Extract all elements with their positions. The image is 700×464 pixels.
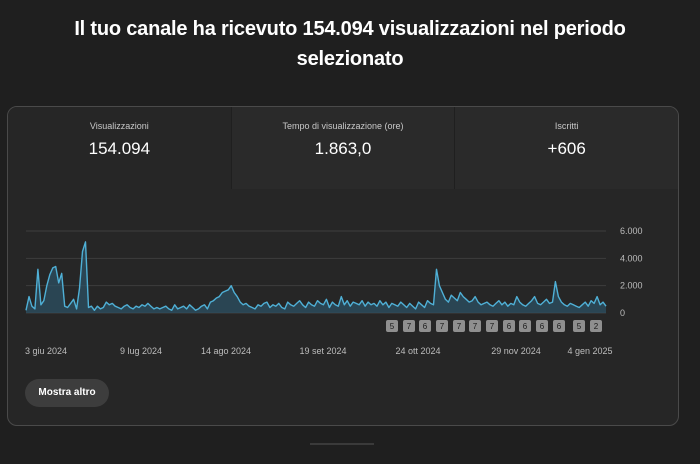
x-tick-label: 29 nov 2024 xyxy=(491,346,541,356)
scroll-indicator xyxy=(310,443,374,445)
y-tick-label: 0 xyxy=(620,308,625,318)
video-marker-count: 6 xyxy=(423,322,428,331)
views-chart: 6.000 4.000 2.000 0 3 giu 2024 9 lug 2024 14 a… xyxy=(25,226,643,356)
video-marker xyxy=(403,320,415,332)
y-tick-label: 6.000 xyxy=(620,226,643,236)
metric-tab-watch-time[interactable]: Tempo di visualizzazione (ore) 1.863,0 xyxy=(231,107,456,189)
x-tick-label: 24 ott 2024 xyxy=(395,346,440,356)
video-marker xyxy=(486,320,498,332)
video-marker-count: 6 xyxy=(523,322,528,331)
x-tick-label: 3 giu 2024 xyxy=(25,346,67,356)
metric-label: Iscritti xyxy=(554,121,579,131)
y-tick-label: 2.000 xyxy=(620,281,643,291)
video-marker-count: 7 xyxy=(490,322,495,331)
video-marker-count: 5 xyxy=(577,322,582,331)
show-more-button[interactable]: Mostra altro xyxy=(25,379,109,407)
video-marker xyxy=(386,320,398,332)
video-marker xyxy=(503,320,515,332)
video-marker xyxy=(519,320,531,332)
x-tick-label: 9 lug 2024 xyxy=(120,346,162,356)
y-tick-label: 4.000 xyxy=(620,253,643,263)
views-area xyxy=(26,241,606,313)
video-marker xyxy=(573,320,585,332)
metric-tab-views[interactable]: Visualizzazioni 154.094 xyxy=(8,107,232,189)
video-marker-count: 7 xyxy=(440,322,445,331)
page-title: Il tuo canale ha ricevuto 154.094 visual… xyxy=(74,18,626,70)
metric-value: 154.094 xyxy=(88,139,151,158)
video-marker-count: 5 xyxy=(390,322,395,331)
video-marker xyxy=(536,320,548,332)
video-marker xyxy=(553,320,565,332)
x-tick-label: 14 ago 2024 xyxy=(201,346,251,356)
analytics-card: Visualizzazioni 154.094 Tempo di visuali… xyxy=(7,106,679,426)
views-line xyxy=(25,241,607,311)
metric-label: Visualizzazioni xyxy=(89,121,149,131)
video-marker-count: 7 xyxy=(407,322,412,331)
metrics-row: Visualizzazioni 154.094 Tempo di visuali… xyxy=(8,107,678,189)
video-marker xyxy=(469,320,481,332)
video-marker xyxy=(453,320,465,332)
video-marker-count: 2 xyxy=(594,322,599,331)
metric-value: 1.863,0 xyxy=(314,139,372,158)
metric-value: +606 xyxy=(547,139,586,158)
metric-tab-subscribers[interactable]: Iscritti +606 xyxy=(455,107,678,189)
video-marker-count: 7 xyxy=(457,322,462,331)
video-marker xyxy=(590,320,602,332)
metric-label: Tempo di visualizzazione (ore) xyxy=(282,121,404,131)
x-tick-label: 4 gen 2025 xyxy=(567,346,612,356)
video-marker xyxy=(436,320,448,332)
video-marker-count: 7 xyxy=(473,322,478,331)
video-marker-count: 6 xyxy=(557,322,562,331)
x-tick-label: 19 set 2024 xyxy=(299,346,346,356)
video-marker-count: 6 xyxy=(540,322,545,331)
video-marker-count: 6 xyxy=(507,322,512,331)
video-marker xyxy=(419,320,431,332)
